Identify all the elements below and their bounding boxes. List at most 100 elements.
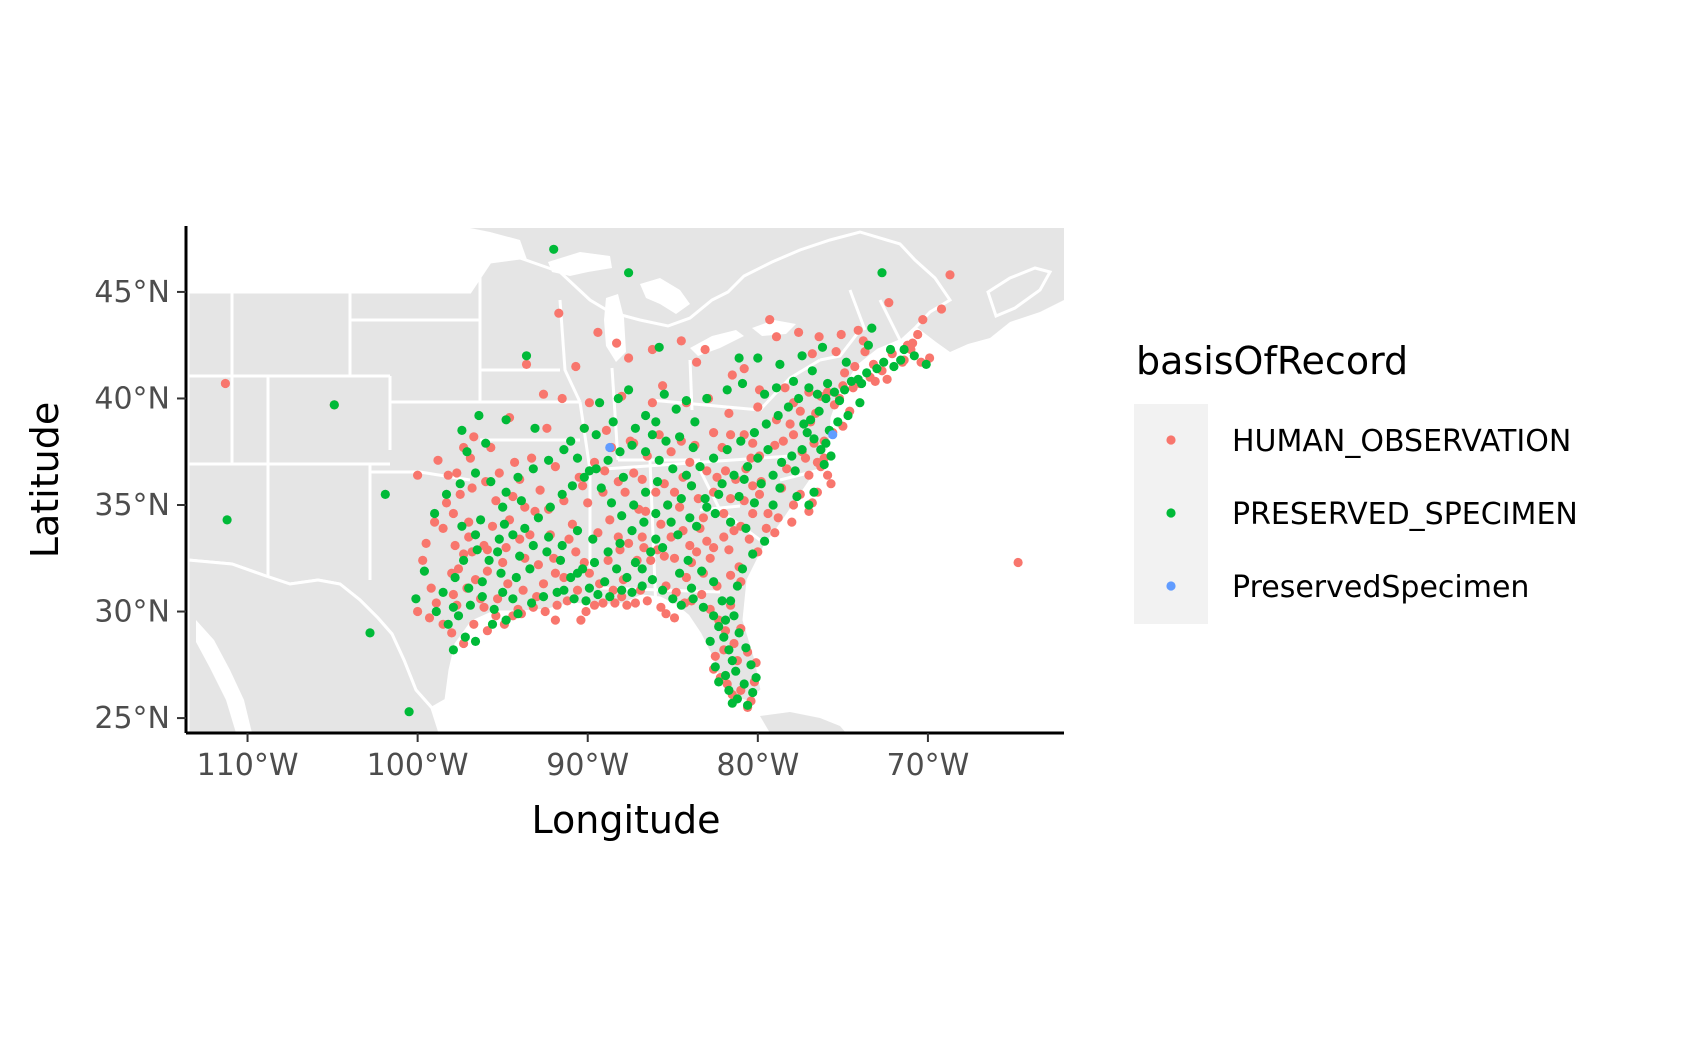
data-point — [737, 564, 748, 574]
legend-key — [1166, 508, 1176, 518]
data-point — [581, 596, 591, 606]
x-axis-title: Longitude — [532, 798, 721, 842]
data-point — [600, 466, 610, 476]
data-point — [622, 572, 632, 583]
data-point — [535, 485, 545, 495]
data-point — [834, 396, 845, 406]
y-tick-label: 25°N — [94, 701, 170, 736]
data-point — [584, 583, 595, 593]
data-point — [600, 577, 610, 587]
data-point — [552, 587, 562, 598]
data-point — [790, 466, 800, 476]
data-point — [787, 451, 797, 461]
data-point — [513, 609, 523, 619]
data-point — [739, 679, 749, 689]
data-point — [579, 472, 589, 482]
data-point — [831, 347, 841, 357]
y-axis-title: Latitude — [23, 402, 67, 558]
data-point — [862, 368, 872, 378]
data-point — [746, 660, 756, 670]
data-point — [421, 538, 431, 549]
data-point — [666, 447, 676, 457]
data-point — [753, 453, 763, 463]
data-point — [692, 547, 702, 557]
data-point — [788, 376, 799, 386]
data-point — [627, 440, 637, 450]
data-point — [768, 500, 778, 510]
data-point — [714, 489, 724, 499]
data-point — [527, 453, 537, 463]
data-point — [552, 600, 562, 610]
x-tick-label: 70°W — [887, 748, 970, 783]
data-point — [771, 332, 782, 342]
data-point — [885, 344, 896, 355]
data-point — [658, 381, 668, 391]
data-point — [542, 547, 552, 557]
data-point — [709, 543, 719, 553]
data-point — [559, 572, 569, 583]
data-point — [459, 555, 469, 566]
data-point — [564, 534, 574, 544]
data-point — [792, 491, 802, 502]
data-point — [460, 632, 470, 642]
data-point — [508, 491, 518, 502]
data-point — [658, 543, 668, 553]
land-nova-scotia — [986, 266, 1053, 319]
data-point — [698, 602, 709, 612]
data-point — [748, 687, 758, 698]
data-point — [569, 594, 579, 604]
data-point — [741, 643, 751, 653]
data-point — [829, 387, 840, 397]
data-point — [731, 666, 741, 676]
data-point — [588, 534, 598, 544]
data-point — [785, 419, 795, 429]
data-point — [743, 700, 753, 710]
data-point — [663, 500, 673, 510]
data-point — [669, 553, 680, 563]
data-point — [651, 508, 661, 519]
data-point — [666, 517, 676, 527]
data-point — [748, 549, 758, 559]
data-point — [554, 308, 564, 318]
data-point — [771, 383, 782, 393]
data-point — [719, 508, 729, 519]
data-point — [549, 244, 559, 254]
data-point — [717, 479, 727, 489]
data-point — [476, 515, 486, 525]
data-point — [823, 470, 833, 480]
data-point — [709, 577, 719, 587]
data-point — [641, 487, 651, 497]
data-point — [722, 385, 732, 395]
data-point — [637, 532, 647, 542]
data-point — [726, 494, 736, 504]
data-point — [624, 353, 634, 363]
data-point — [788, 500, 799, 510]
data-point — [595, 398, 605, 408]
data-point — [727, 370, 737, 380]
data-point — [850, 361, 860, 372]
data-point — [855, 398, 865, 408]
data-point — [681, 396, 692, 406]
data-point — [624, 385, 634, 395]
data-point — [525, 564, 535, 574]
data-point — [656, 602, 666, 612]
data-point — [540, 606, 550, 617]
data-point — [744, 534, 754, 544]
data-point — [841, 357, 851, 367]
data-point — [778, 436, 788, 446]
data-point — [545, 502, 555, 512]
data-point — [726, 430, 736, 440]
y-tick-label: 30°N — [94, 595, 170, 630]
data-point — [629, 468, 639, 478]
data-point — [608, 417, 618, 427]
data-point — [622, 600, 632, 610]
data-point — [816, 445, 826, 455]
data-point — [804, 470, 814, 480]
data-point — [724, 408, 734, 418]
data-point — [498, 587, 508, 598]
data-point — [572, 568, 583, 578]
data-point — [729, 470, 739, 480]
data-point — [555, 555, 566, 566]
data-point — [637, 474, 647, 484]
